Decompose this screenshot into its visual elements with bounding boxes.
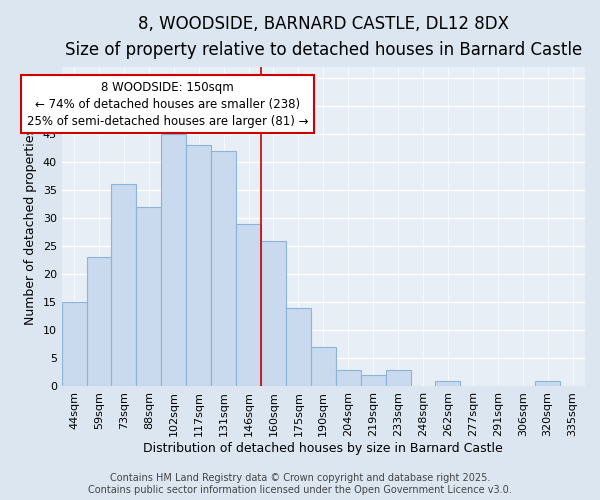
- Bar: [112, 184, 136, 386]
- Bar: [136, 207, 161, 386]
- Text: Contains HM Land Registry data © Crown copyright and database right 2025.
Contai: Contains HM Land Registry data © Crown c…: [88, 474, 512, 495]
- Bar: [336, 370, 361, 386]
- Title: 8, WOODSIDE, BARNARD CASTLE, DL12 8DX
Size of property relative to detached hous: 8, WOODSIDE, BARNARD CASTLE, DL12 8DX Si…: [65, 15, 582, 60]
- Bar: [436, 381, 460, 386]
- Bar: [286, 308, 311, 386]
- Bar: [211, 150, 236, 386]
- Bar: [535, 381, 560, 386]
- Bar: [361, 375, 386, 386]
- Bar: [186, 145, 211, 386]
- Text: 8 WOODSIDE: 150sqm
← 74% of detached houses are smaller (238)
25% of semi-detach: 8 WOODSIDE: 150sqm ← 74% of detached hou…: [27, 80, 308, 128]
- Bar: [236, 224, 261, 386]
- Bar: [311, 347, 336, 387]
- Bar: [261, 240, 286, 386]
- X-axis label: Distribution of detached houses by size in Barnard Castle: Distribution of detached houses by size …: [143, 442, 503, 455]
- Bar: [62, 302, 86, 386]
- Bar: [386, 370, 410, 386]
- Y-axis label: Number of detached properties: Number of detached properties: [24, 128, 37, 325]
- Bar: [161, 134, 186, 386]
- Bar: [86, 258, 112, 386]
